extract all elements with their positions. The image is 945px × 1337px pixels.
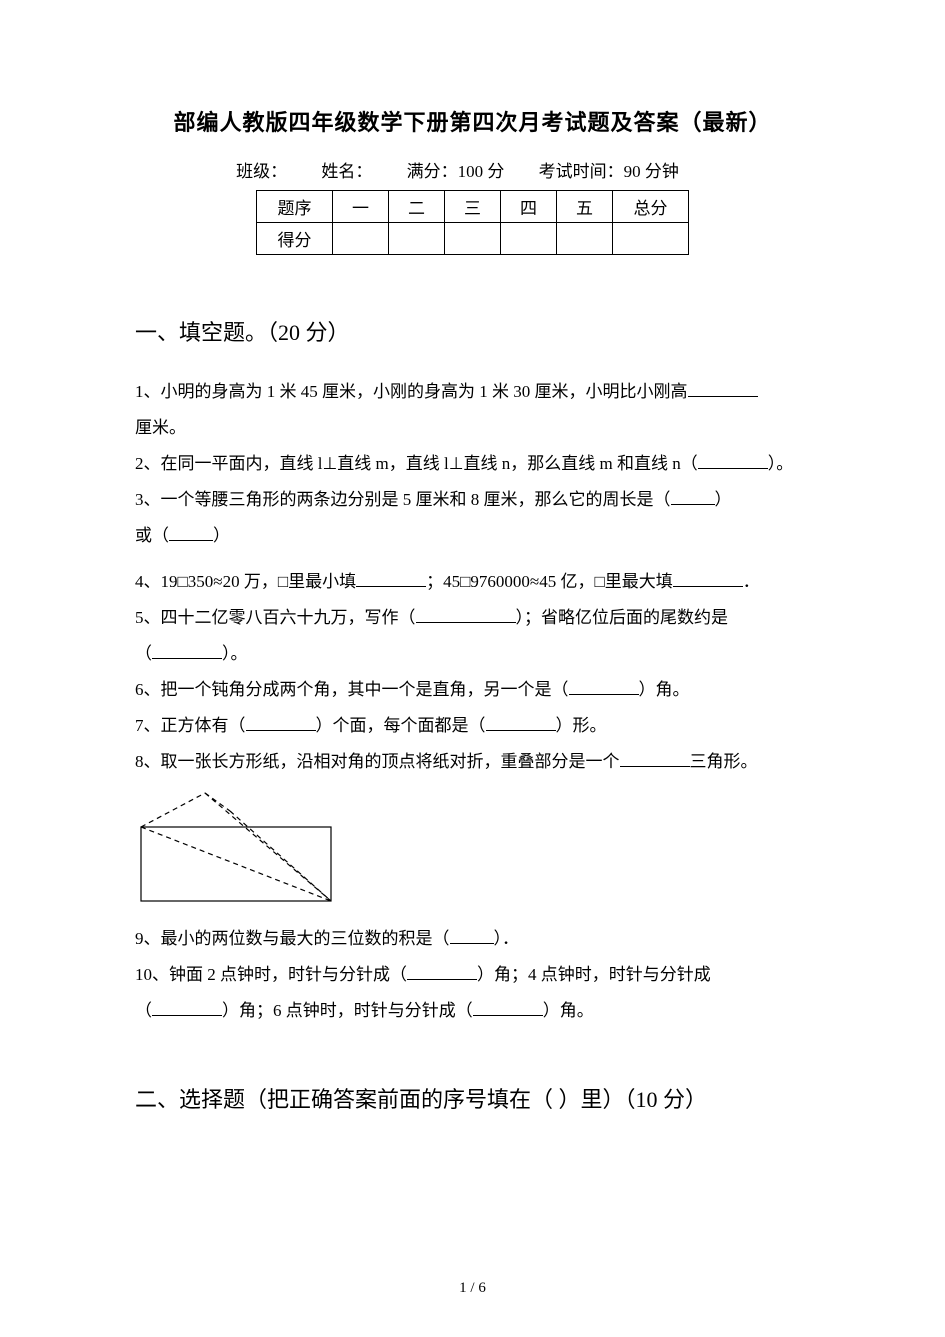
blank bbox=[673, 586, 743, 587]
question-text: 5、四十二亿零八百六十九万，写作（ bbox=[135, 608, 416, 627]
question-1: 1、小明的身高为 1 米 45 厘米，小刚的身高为 1 米 30 厘米，小明比小… bbox=[135, 375, 810, 445]
question-text: （ bbox=[135, 644, 152, 663]
blank bbox=[246, 730, 316, 731]
section-2-heading: 二、选择题（把正确答案前面的序号填在（ ）里）（10 分） bbox=[135, 1082, 810, 1114]
question-3: 3、一个等腰三角形的两条边分别是 5 厘米和 8 厘米，那么它的周长是（ ） 或（… bbox=[135, 483, 810, 553]
page-footer: 1 / 6 bbox=[0, 1280, 945, 1297]
name-label: 姓名： bbox=[321, 162, 372, 181]
score-table-cell bbox=[389, 223, 445, 255]
score-table-header: 二 bbox=[389, 191, 445, 223]
blank bbox=[671, 504, 715, 505]
question-text: ）。 bbox=[768, 454, 794, 473]
score-table-header: 四 bbox=[501, 191, 557, 223]
time-label: 考试时间：90 分钟 bbox=[539, 162, 679, 181]
blank bbox=[698, 468, 768, 469]
blank bbox=[152, 658, 222, 659]
score-table: 题序 一 二 三 四 五 总分 得分 bbox=[256, 190, 689, 255]
blank bbox=[569, 694, 639, 695]
question-9: 9、最小的两位数与最大的三位数的积是（ ）． bbox=[135, 922, 810, 956]
table-row: 题序 一 二 三 四 五 总分 bbox=[257, 191, 689, 223]
blank bbox=[169, 540, 213, 541]
question-7: 7、正方体有（ ）个面，每个面都是（ ）形。 bbox=[135, 709, 810, 743]
question-text: ）；省略亿位后面的尾数约是 bbox=[516, 608, 729, 627]
score-table-cell bbox=[333, 223, 389, 255]
question-text: ）角。 bbox=[639, 680, 690, 699]
question-text: 2、在同一平面内，直线 l⊥直线 m，直线 l⊥直线 n，那么直线 m 和直线 … bbox=[135, 454, 698, 473]
question-text: ）角；4 点钟时，时针与分针成 bbox=[477, 965, 711, 984]
question-5: 5、四十二亿零八百六十九万，写作（ ）；省略亿位后面的尾数约是 （ ）。 bbox=[135, 601, 810, 671]
question-text: ． bbox=[743, 572, 760, 591]
question-4: 4、19□350≈20 万，□里最小填 ；45□9760000≈45 亿，□里最大… bbox=[135, 565, 810, 599]
section-1-heading: 一、填空题。（20 分） bbox=[135, 315, 810, 347]
question-text: 7、正方体有（ bbox=[135, 716, 246, 735]
fold-diagram-svg bbox=[135, 787, 335, 907]
question-text: 3、一个等腰三角形的两条边分别是 5 厘米和 8 厘米，那么它的周长是（ bbox=[135, 490, 671, 509]
score-table-header: 总分 bbox=[613, 191, 689, 223]
score-table-cell bbox=[557, 223, 613, 255]
question-8: 8、取一张长方形纸，沿相对角的顶点将纸对折，重叠部分是一个 三角形。 bbox=[135, 745, 810, 779]
score-table-header: 一 bbox=[333, 191, 389, 223]
blank bbox=[356, 586, 426, 587]
blank bbox=[486, 730, 556, 731]
question-text: 10、钟面 2 点钟时，时针与分针成（ bbox=[135, 965, 407, 984]
question-text: 或（ bbox=[135, 526, 169, 545]
exam-header-info: 班级： 姓名： 满分：100 分 考试时间：90 分钟 bbox=[135, 157, 810, 182]
question-text: ）个面，每个面都是（ bbox=[316, 716, 486, 735]
question-text: 4、19□350≈20 万，□里最小填 bbox=[135, 572, 356, 591]
score-table-header: 三 bbox=[445, 191, 501, 223]
question-text: 6、把一个钝角分成两个角，其中一个是直角，另一个是（ bbox=[135, 680, 569, 699]
question-2: 2、在同一平面内，直线 l⊥直线 m，直线 l⊥直线 n，那么直线 m 和直线 … bbox=[135, 447, 810, 481]
question-text: 1、小明的身高为 1 米 45 厘米，小刚的身高为 1 米 30 厘米，小明比小… bbox=[135, 382, 688, 401]
question-text: ） bbox=[213, 526, 230, 545]
question-text: ）。 bbox=[222, 644, 248, 663]
question-text: 8、取一张长方形纸，沿相对角的顶点将纸对折，重叠部分是一个 bbox=[135, 752, 620, 771]
class-label: 班级： bbox=[236, 162, 287, 181]
blank bbox=[152, 1015, 222, 1016]
question-text: （ bbox=[135, 1001, 152, 1020]
blank bbox=[416, 622, 516, 623]
page-title: 部编人教版四年级数学下册第四次月考试题及答案（最新） bbox=[135, 105, 810, 137]
blank bbox=[620, 766, 690, 767]
question-text: ）形。 bbox=[556, 716, 607, 735]
score-table-cell bbox=[445, 223, 501, 255]
fold-diagram bbox=[135, 787, 810, 912]
question-text: ）角。 bbox=[543, 1001, 594, 1020]
score-table-cell bbox=[613, 223, 689, 255]
question-text: 厘米。 bbox=[135, 418, 186, 437]
question-text: ） bbox=[715, 490, 732, 509]
question-10: 10、钟面 2 点钟时，时针与分针成（ ）角；4 点钟时，时针与分针成 （ ）角；6… bbox=[135, 958, 810, 1028]
question-text: 9、最小的两位数与最大的三位数的积是（ bbox=[135, 929, 450, 948]
question-text: ）角；6 点钟时，时针与分针成（ bbox=[222, 1001, 473, 1020]
full-score-label: 满分：100 分 bbox=[407, 162, 505, 181]
table-row: 得分 bbox=[257, 223, 689, 255]
blank bbox=[407, 979, 477, 980]
score-table-header: 题序 bbox=[257, 191, 333, 223]
question-text: 三角形。 bbox=[690, 752, 758, 771]
question-6: 6、把一个钝角分成两个角，其中一个是直角，另一个是（ ）角。 bbox=[135, 673, 810, 707]
question-text: ）． bbox=[494, 929, 520, 948]
question-text: ；45□9760000≈45 亿，□里最大填 bbox=[426, 572, 673, 591]
score-table-cell bbox=[501, 223, 557, 255]
blank bbox=[473, 1015, 543, 1016]
score-table-label: 得分 bbox=[257, 223, 333, 255]
blank bbox=[688, 396, 758, 397]
blank bbox=[450, 943, 494, 944]
score-table-header: 五 bbox=[557, 191, 613, 223]
